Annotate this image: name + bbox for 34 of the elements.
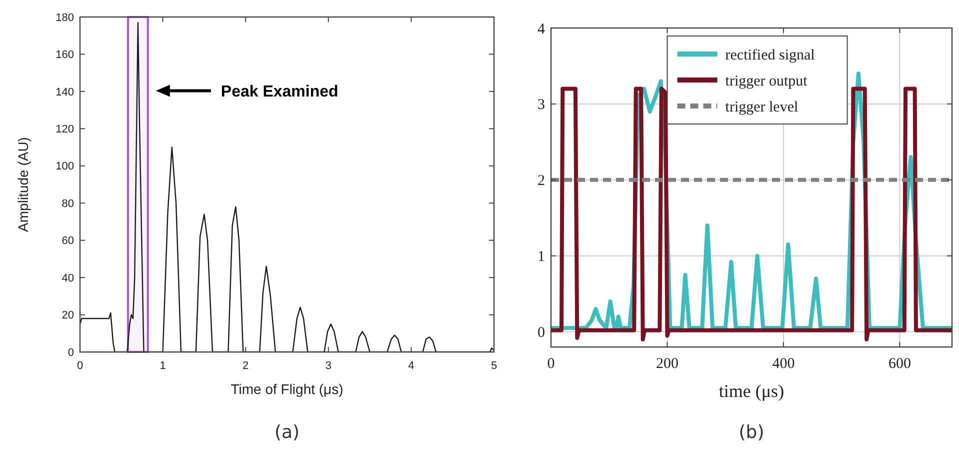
y-tick-label: 60 (62, 235, 74, 248)
text: (a) (274, 422, 300, 443)
y-tick-label: 3 (538, 97, 545, 114)
x-tick-label: 400 (772, 356, 795, 372)
annotation: Peak Examined (220, 83, 338, 100)
y-tick-label: 120 (56, 124, 74, 136)
x-tick-label: 2 (242, 360, 249, 372)
legend-label: trigger level (725, 99, 798, 116)
x-tick-label: 5 (490, 360, 498, 372)
y-tick-label: 20 (62, 310, 74, 322)
x-tick-label: 0 (76, 360, 84, 372)
y-axis-title: Amplitude (AU) (15, 137, 31, 232)
y-tick-label: 80 (62, 198, 74, 210)
y-tick-label: 0 (538, 325, 545, 342)
x-axis-title: time (μs) (718, 381, 784, 401)
y-tick-label: 1 (538, 249, 545, 266)
text: (b) (738, 422, 764, 443)
y-tick-label: 160 (56, 49, 74, 62)
line-series (80, 22, 494, 352)
x-tick-label: 3 (325, 360, 332, 372)
y-tick-label: 140 (56, 86, 74, 98)
y-tick-label: 4 (538, 21, 546, 38)
x-tick-label: 600 (888, 356, 911, 372)
legend-label: rectified signal (725, 47, 815, 64)
x-tick-label: 1 (160, 360, 166, 372)
x-tick-label: 4 (408, 360, 414, 372)
y-tick-label: 2 (538, 173, 545, 190)
y-tick-label: 0 (68, 346, 74, 359)
legend-label: trigger output (725, 73, 808, 90)
y-tick-label: 100 (56, 160, 74, 173)
x-tick-label: 200 (656, 356, 678, 372)
x-axis-title: Time of Flight (μs) (230, 381, 344, 397)
y-tick-label: 180 (56, 12, 74, 24)
y-tick-label: 40 (62, 272, 74, 284)
